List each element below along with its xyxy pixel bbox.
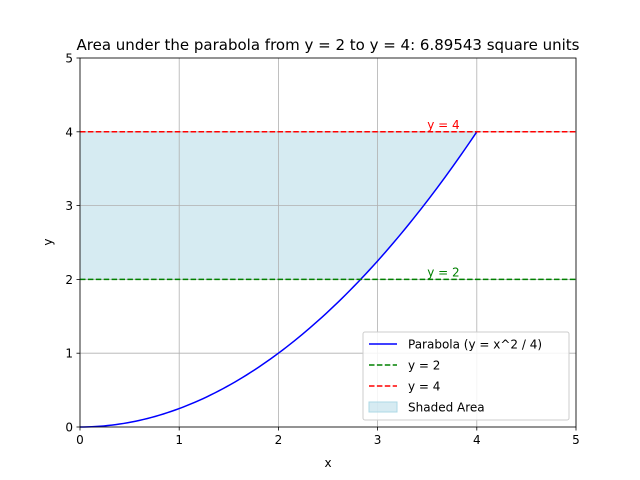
x-tick-label: 1 bbox=[175, 433, 183, 447]
legend-label: Parabola (y = x^2 / 4) bbox=[408, 338, 542, 352]
x-tick-label: 5 bbox=[572, 433, 580, 447]
y-tick-label: 1 bbox=[65, 347, 73, 361]
y-tick-label: 0 bbox=[65, 421, 73, 435]
chart-title: Area under the parabola from y = 2 to y … bbox=[77, 36, 580, 54]
y-tick-label: 5 bbox=[65, 52, 73, 66]
legend: Parabola (y = x^2 / 4) y = 2 y = 4 Shaded A… bbox=[362, 331, 570, 421]
legend-box bbox=[362, 331, 570, 421]
x-tick-label: 4 bbox=[473, 433, 481, 447]
legend-swatch bbox=[368, 401, 398, 413]
annotation-label: y = 2 bbox=[427, 265, 459, 279]
legend-label: y = 2 bbox=[408, 359, 440, 373]
y-tick-label: 4 bbox=[65, 125, 73, 139]
legend-label: y = 4 bbox=[408, 380, 440, 394]
y-tick-label: 3 bbox=[65, 199, 73, 213]
x-tick-label: 3 bbox=[374, 433, 382, 447]
x-tick-label: 0 bbox=[76, 433, 84, 447]
y-tick-label: 2 bbox=[65, 273, 73, 287]
parabola-line bbox=[79, 131, 478, 428]
y-axis-label: y bbox=[41, 238, 55, 245]
axes-frame bbox=[79, 57, 577, 428]
x-tick-label: 2 bbox=[275, 433, 283, 447]
legend-label: Shaded Area bbox=[408, 401, 485, 415]
x-axis-label: x bbox=[324, 456, 331, 470]
annotation-label: y = 4 bbox=[427, 118, 459, 132]
